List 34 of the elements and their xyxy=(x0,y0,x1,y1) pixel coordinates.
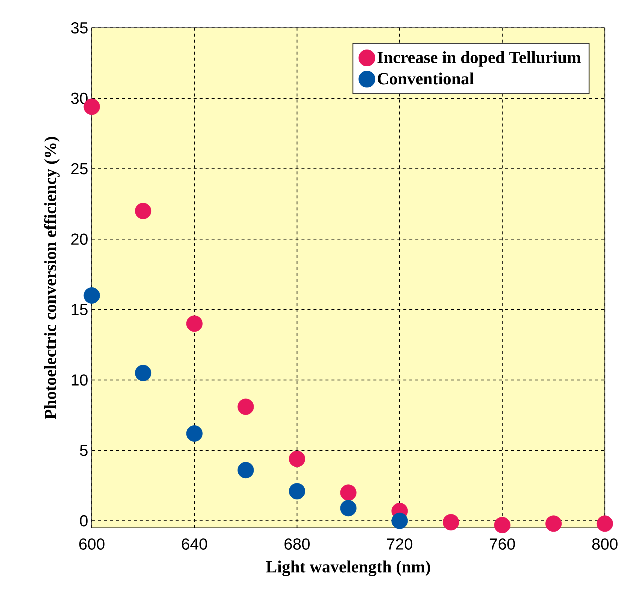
point xyxy=(135,203,152,220)
point xyxy=(238,398,254,416)
point xyxy=(392,512,408,530)
x-tick-label: 640 xyxy=(182,538,208,550)
x-tick-label: 800 xyxy=(592,538,618,550)
x-tick-label: 760 xyxy=(490,538,516,550)
point xyxy=(340,500,357,517)
legend-label: Conventional xyxy=(378,72,474,85)
point xyxy=(494,517,511,534)
y-tick-label: 15 xyxy=(72,304,88,316)
point xyxy=(186,426,203,442)
point xyxy=(289,450,306,468)
point xyxy=(135,364,152,382)
y-tick-label: 10 xyxy=(72,374,88,386)
y-tick-label: 5 xyxy=(80,445,88,456)
y-tick-label: 20 xyxy=(72,234,88,246)
x-tick-label: 720 xyxy=(387,538,413,550)
y-tick-label: 25 xyxy=(72,163,88,175)
point xyxy=(186,316,203,332)
x-tick-label: 680 xyxy=(284,538,310,550)
point xyxy=(546,516,562,532)
y-tick-label: 35 xyxy=(71,22,88,34)
point xyxy=(238,462,254,479)
y-tick-label: 30 xyxy=(71,92,88,104)
x-tick-label: 600 xyxy=(80,538,105,550)
y-axis-title: Photoelectric conversion efficiency (%) xyxy=(44,137,60,420)
legend-label: Increase in doped Tellurium xyxy=(378,51,582,67)
point xyxy=(289,483,306,500)
y-tick-label: 0 xyxy=(80,515,88,527)
point xyxy=(596,516,614,532)
point xyxy=(84,288,100,304)
point xyxy=(443,514,460,531)
x-axis-title: Light wavelength (nm) xyxy=(266,560,430,576)
point xyxy=(340,484,357,502)
